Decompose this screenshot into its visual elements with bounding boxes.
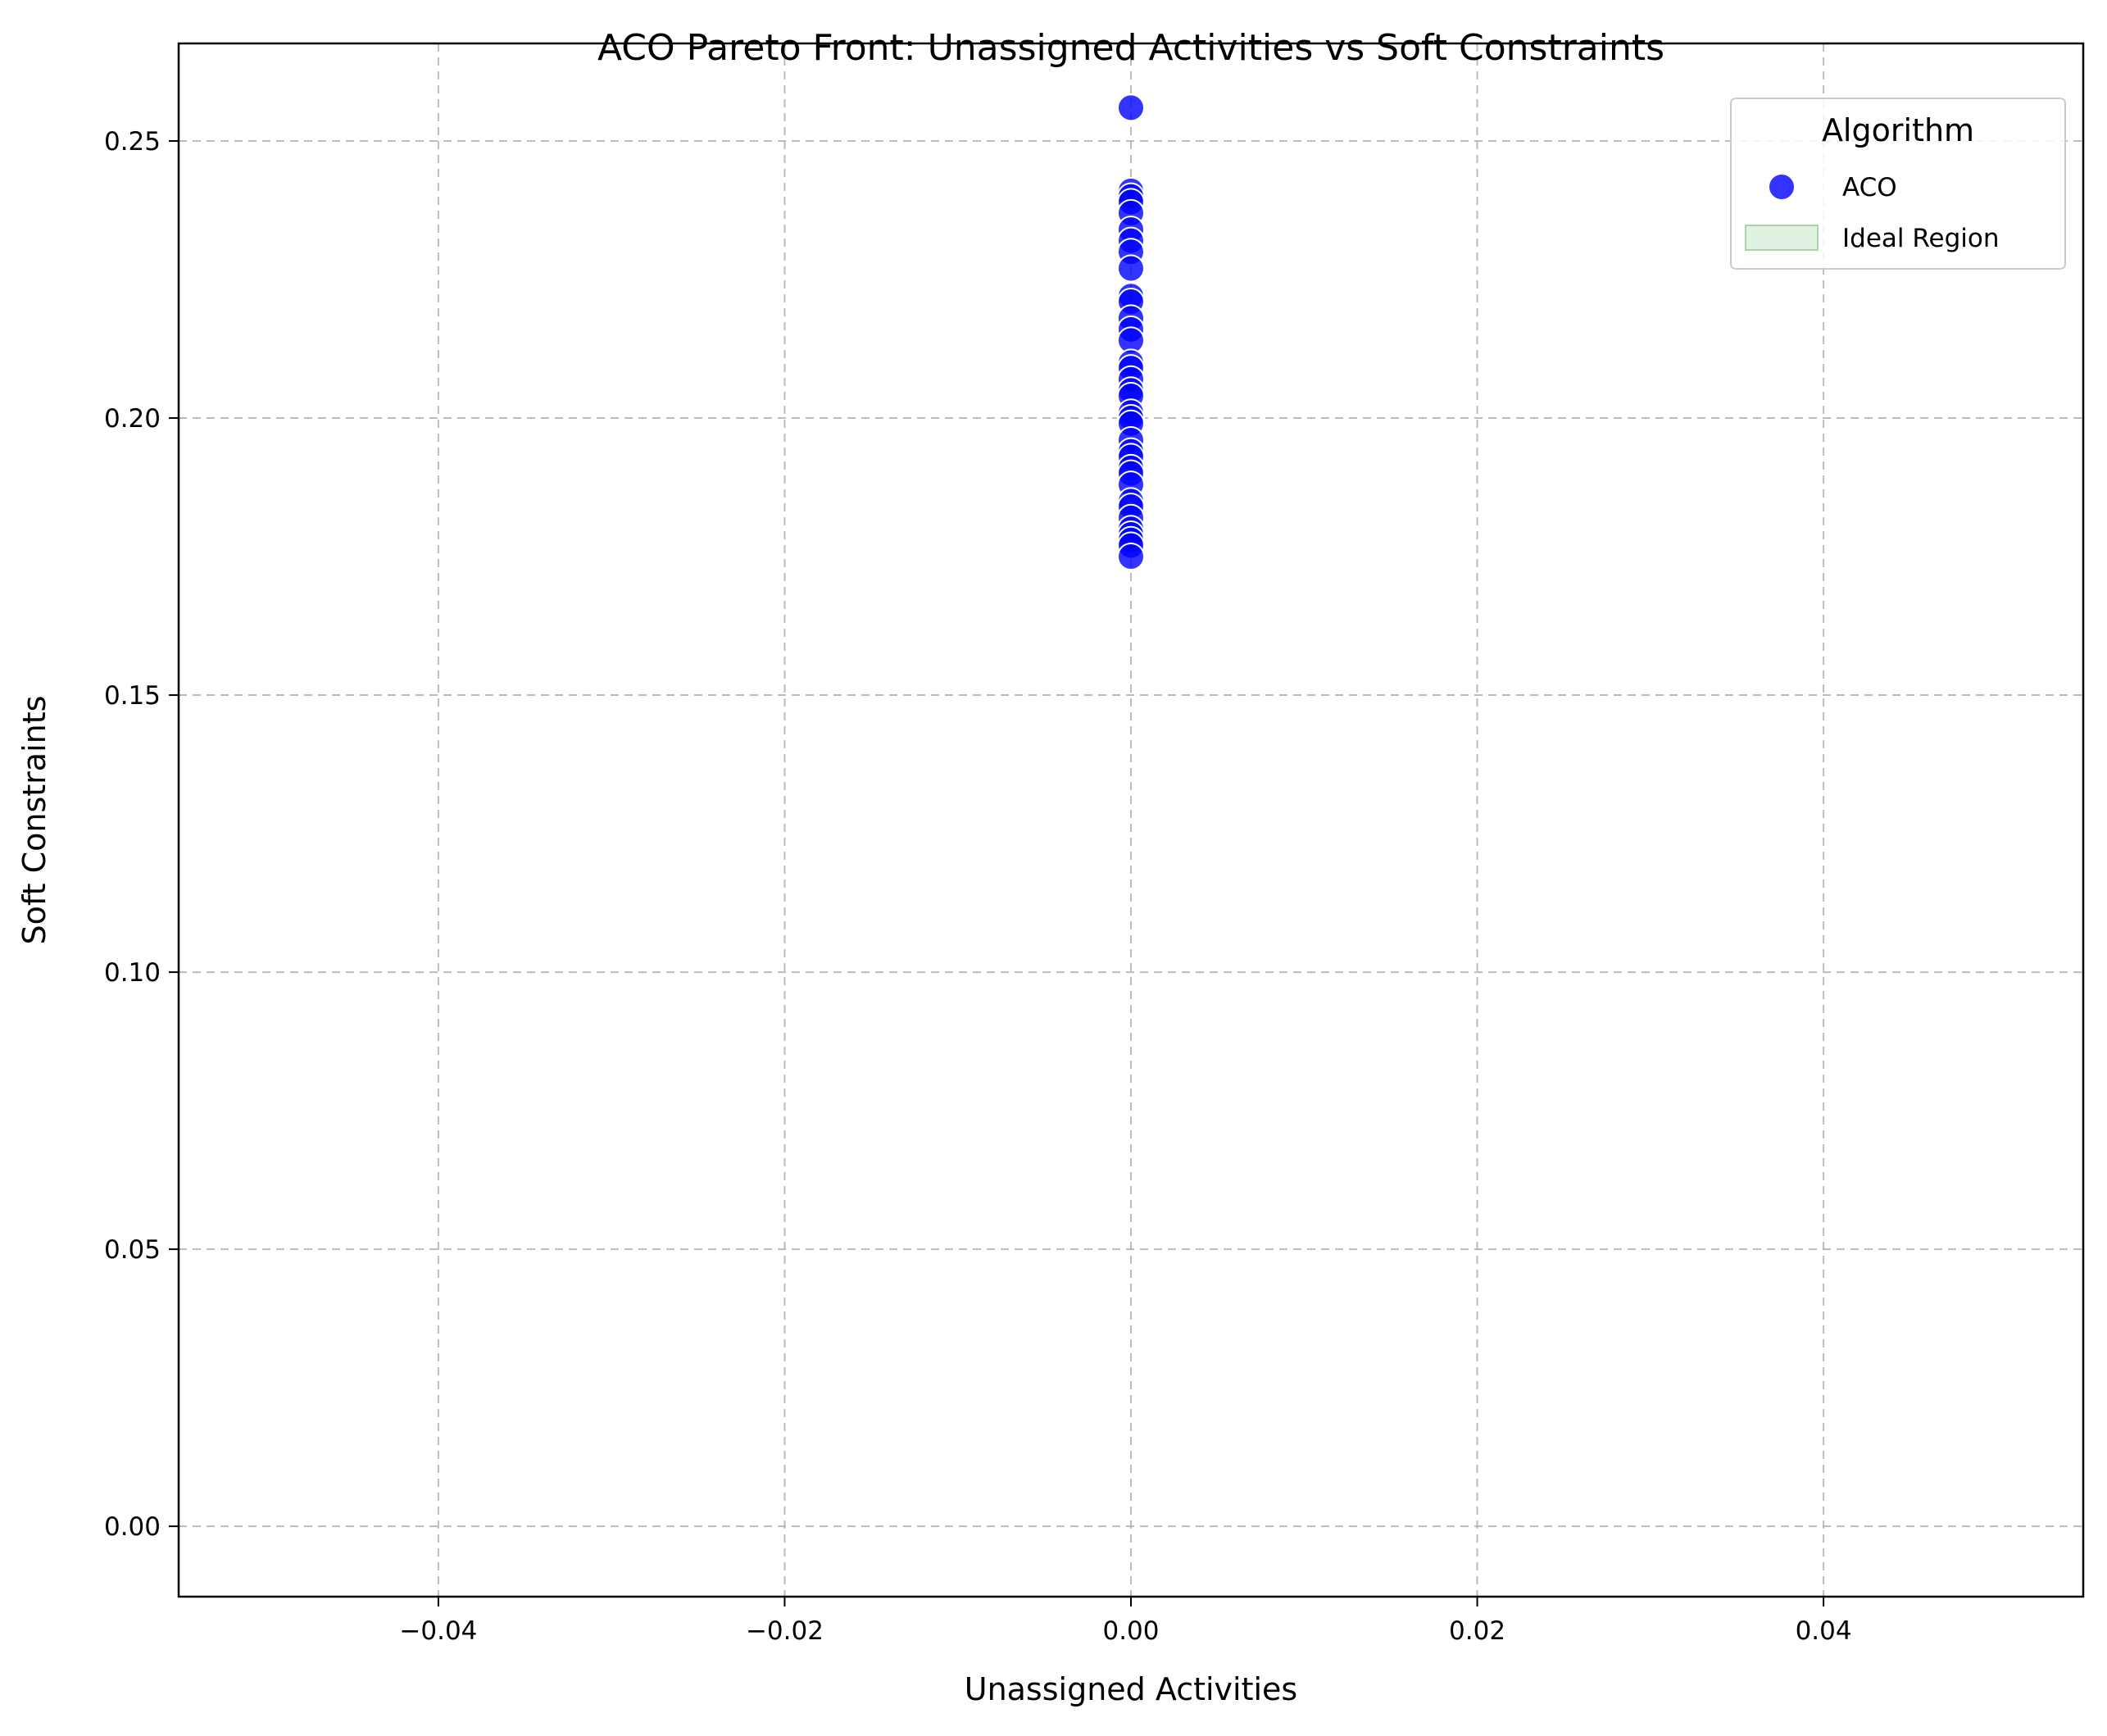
data-point	[1117, 254, 1145, 283]
y-tick-label: 0.20	[104, 404, 161, 434]
y-tick-label: 0.15	[104, 681, 161, 711]
y-tick-label: 0.10	[104, 958, 161, 988]
tick-layer: −0.04 −0.02 0.00 0.02 0.04 0.00 0.05 0.10 0.15 0.…	[104, 127, 1852, 1646]
plot-frame	[177, 42, 2085, 1598]
y-tick-label: 0.25	[104, 127, 161, 157]
x-tick-label: 0.02	[1449, 1616, 1505, 1646]
x-tick-label: 0.04	[1796, 1616, 1852, 1646]
y-axis-label: Soft Constraints	[16, 696, 52, 945]
data-point	[1117, 543, 1145, 571]
chart-title: ACO Pareto Front: Unassigned Activities …	[597, 27, 1664, 69]
points-layer	[1117, 93, 1145, 571]
legend-entries: ACO Ideal Region	[1745, 173, 1999, 253]
x-axis-label: Unassigned Activities	[965, 1671, 1297, 1707]
legend-label: ACO	[1842, 173, 1897, 202]
y-tick-label: 0.05	[104, 1235, 161, 1265]
x-tick-label: −0.04	[399, 1616, 477, 1646]
legend-title: Algorithm	[1822, 112, 1974, 148]
legend-label: Ideal Region	[1842, 224, 1999, 253]
y-tick-label: 0.00	[104, 1512, 161, 1542]
data-point	[1117, 93, 1145, 122]
x-tick-label: −0.02	[746, 1616, 824, 1646]
legend: Algorithm ACO Ideal Region	[1730, 98, 2066, 270]
legend-marker-aco	[1768, 173, 1796, 201]
x-tick-label: 0.00	[1102, 1616, 1159, 1646]
legend-patch-ideal-region	[1745, 225, 1819, 251]
